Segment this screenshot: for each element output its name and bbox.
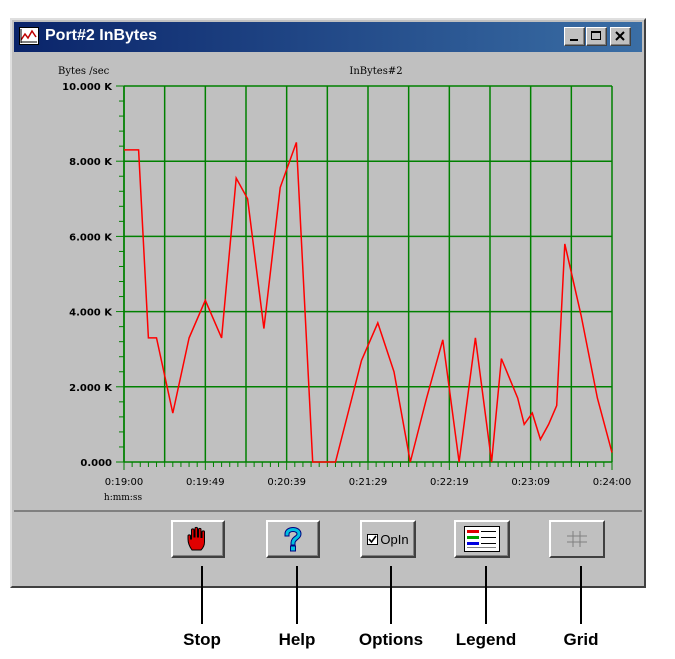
legend-button[interactable]: [454, 520, 510, 558]
y-tick-label: 4.000 K: [69, 308, 113, 319]
y-tick-label: 6.000 K: [69, 232, 113, 243]
chart-title: InBytes#2: [349, 66, 402, 77]
help-question-icon: [284, 527, 302, 552]
title-bar[interactable]: Port#2 InBytes: [14, 22, 642, 52]
inbytes-line-chart: 0.000 2.000 K 4.000 K 6.000 K 8.000 K 10.000 …: [58, 66, 631, 503]
x-axis-label: h:mm:ss: [104, 493, 143, 503]
x-tick-label: 0:23:09: [511, 477, 550, 488]
maximize-icon: [591, 31, 601, 40]
options-button[interactable]: OpIn: [360, 520, 416, 558]
y-tick-label: 10.000 K: [62, 82, 113, 93]
chart-labels: 0.000 2.000 K 4.000 K 6.000 K 8.000 K 10.000 …: [58, 66, 631, 503]
stop-callout-label: Stop: [183, 630, 221, 649]
options-label: OpIn: [380, 531, 409, 547]
close-icon: [615, 31, 625, 41]
x-tick-label: 0:19:00: [105, 477, 144, 488]
inbytes-series-line: [124, 142, 613, 463]
chart-app-icon: [19, 27, 39, 45]
x-tick-label: 0:21:29: [349, 477, 388, 488]
minimize-button[interactable]: [564, 27, 585, 46]
grid-button[interactable]: [549, 520, 605, 558]
help-callout-line: [296, 566, 298, 624]
grid-callout-line: [580, 566, 582, 624]
window-title: Port#2 InBytes: [45, 27, 158, 44]
x-tick-label: 0:19:49: [186, 477, 225, 488]
graph-window: Port#2 InBytes 0.000 2.000 K 4.000 K 6.000 …: [10, 18, 646, 588]
minimize-icon: [570, 39, 578, 41]
x-tick-label: 0:22:19: [430, 477, 469, 488]
chart-series: [124, 142, 613, 463]
help-callout-label: Help: [278, 630, 316, 649]
chart-ticks: [116, 85, 613, 470]
options-callout-label: Options: [358, 630, 424, 649]
maximize-button[interactable]: [586, 27, 607, 46]
legend-callout-line: [485, 566, 487, 624]
grid-callout-label: Grid: [563, 630, 599, 649]
y-tick-label: 2.000 K: [69, 383, 113, 394]
options-callout-line: [390, 566, 392, 624]
x-tick-label: 0:24:00: [593, 477, 632, 488]
chart-gridlines: [123, 85, 613, 463]
graph-area: 0.000 2.000 K 4.000 K 6.000 K 8.000 K 10.000 …: [14, 54, 642, 512]
y-tick-label: 8.000 K: [69, 157, 113, 168]
checkbox-icon: [367, 533, 379, 545]
close-button[interactable]: [610, 27, 631, 46]
y-axis-label: Bytes /sec: [58, 66, 110, 77]
stop-button[interactable]: [171, 520, 225, 558]
x-tick-label: 0:20:39: [267, 477, 306, 488]
grid-icon: [567, 531, 587, 547]
y-tick-label: 0.000: [80, 458, 112, 469]
stop-hand-icon: [187, 526, 205, 551]
stop-callout-line: [201, 566, 203, 624]
legend-callout-label: Legend: [455, 630, 517, 649]
legend-icon: [464, 526, 500, 552]
help-button[interactable]: [266, 520, 320, 558]
